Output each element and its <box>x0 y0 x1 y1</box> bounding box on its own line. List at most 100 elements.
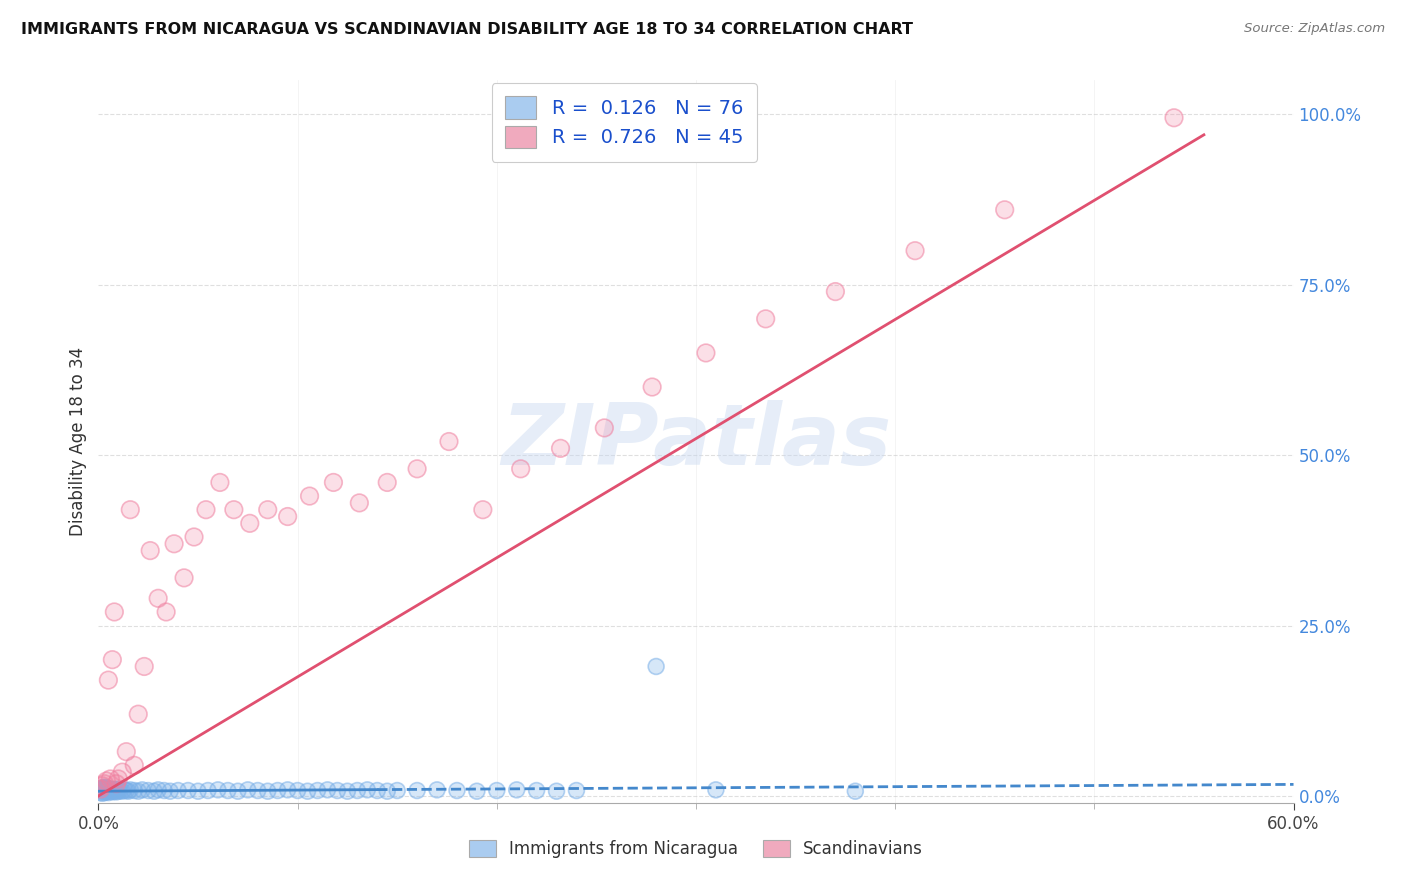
Point <box>143 784 166 798</box>
Point <box>97 673 120 687</box>
Point <box>208 475 231 490</box>
Text: Source: ZipAtlas.com: Source: ZipAtlas.com <box>1244 22 1385 36</box>
Point <box>755 311 778 326</box>
Point <box>89 783 111 797</box>
Text: IMMIGRANTS FROM NICARAGUA VS SCANDINAVIAN DISABILITY AGE 18 TO 34 CORRELATION CH: IMMIGRANTS FROM NICARAGUA VS SCANDINAVIA… <box>21 22 912 37</box>
Point <box>148 591 170 606</box>
Point <box>91 780 114 795</box>
Point <box>93 777 115 791</box>
Point <box>91 786 114 800</box>
Point <box>91 779 114 793</box>
Point <box>509 462 531 476</box>
Point <box>96 782 118 797</box>
Point <box>89 782 111 797</box>
Point <box>346 783 368 797</box>
Point <box>148 591 170 606</box>
Point <box>93 780 115 794</box>
Point <box>139 543 162 558</box>
Point <box>256 784 278 798</box>
Point <box>187 784 209 798</box>
Point <box>844 784 866 798</box>
Point <box>446 783 468 797</box>
Point <box>173 571 195 585</box>
Point <box>101 782 124 797</box>
Point <box>127 784 149 798</box>
Point <box>704 782 727 797</box>
Point <box>426 782 449 797</box>
Point <box>110 783 132 797</box>
Point <box>98 772 122 786</box>
Point <box>159 784 181 798</box>
Point <box>316 782 339 797</box>
Point <box>91 784 114 798</box>
Point <box>375 475 398 490</box>
Point <box>207 782 229 797</box>
Point <box>120 502 142 516</box>
Point <box>406 462 429 476</box>
Point <box>163 537 186 551</box>
Point <box>110 783 132 797</box>
Point <box>143 784 166 798</box>
Point <box>298 489 321 503</box>
Point <box>222 502 245 516</box>
Point <box>127 707 149 722</box>
Point <box>471 502 494 516</box>
Point <box>89 782 111 797</box>
Point <box>565 783 588 797</box>
Point <box>127 707 149 722</box>
Point <box>107 782 129 797</box>
Point <box>994 202 1017 217</box>
Point <box>593 421 616 435</box>
Point <box>385 783 409 797</box>
Point <box>155 605 177 619</box>
Legend: Immigrants from Nicaragua, Scandinavians: Immigrants from Nicaragua, Scandinavians <box>461 832 931 867</box>
Point <box>546 784 568 798</box>
Point <box>155 605 177 619</box>
Point <box>91 784 114 798</box>
Point <box>246 783 269 797</box>
Point <box>222 502 245 516</box>
Point <box>96 780 118 795</box>
Point <box>485 783 508 797</box>
Point <box>124 758 146 772</box>
Point <box>356 782 378 797</box>
Point <box>103 782 125 797</box>
Point <box>97 781 120 796</box>
Point <box>297 784 319 798</box>
Point <box>111 765 134 780</box>
Point <box>98 782 122 797</box>
Point <box>307 783 329 797</box>
Point <box>366 783 388 797</box>
Point <box>98 784 122 798</box>
Point <box>89 782 111 797</box>
Point <box>148 782 170 797</box>
Point <box>695 346 717 360</box>
Point <box>526 783 548 797</box>
Point <box>96 774 118 789</box>
Point <box>124 783 146 797</box>
Point <box>98 782 122 797</box>
Point <box>112 782 135 797</box>
Point <box>322 475 344 490</box>
Point <box>136 783 159 797</box>
Point <box>177 783 200 797</box>
Point <box>226 784 249 798</box>
Point <box>277 509 299 524</box>
Point <box>695 346 717 360</box>
Point <box>167 783 190 797</box>
Point <box>326 783 349 797</box>
Point <box>89 786 111 800</box>
Point <box>349 496 371 510</box>
Point <box>366 783 388 797</box>
Point <box>93 781 115 796</box>
Point <box>139 543 162 558</box>
Point <box>93 786 115 800</box>
Point <box>93 786 115 800</box>
Point <box>904 244 927 258</box>
Point <box>356 782 378 797</box>
Point <box>103 605 125 619</box>
Point <box>120 502 142 516</box>
Point <box>101 785 124 799</box>
Point <box>904 244 927 258</box>
Point <box>1163 111 1185 125</box>
